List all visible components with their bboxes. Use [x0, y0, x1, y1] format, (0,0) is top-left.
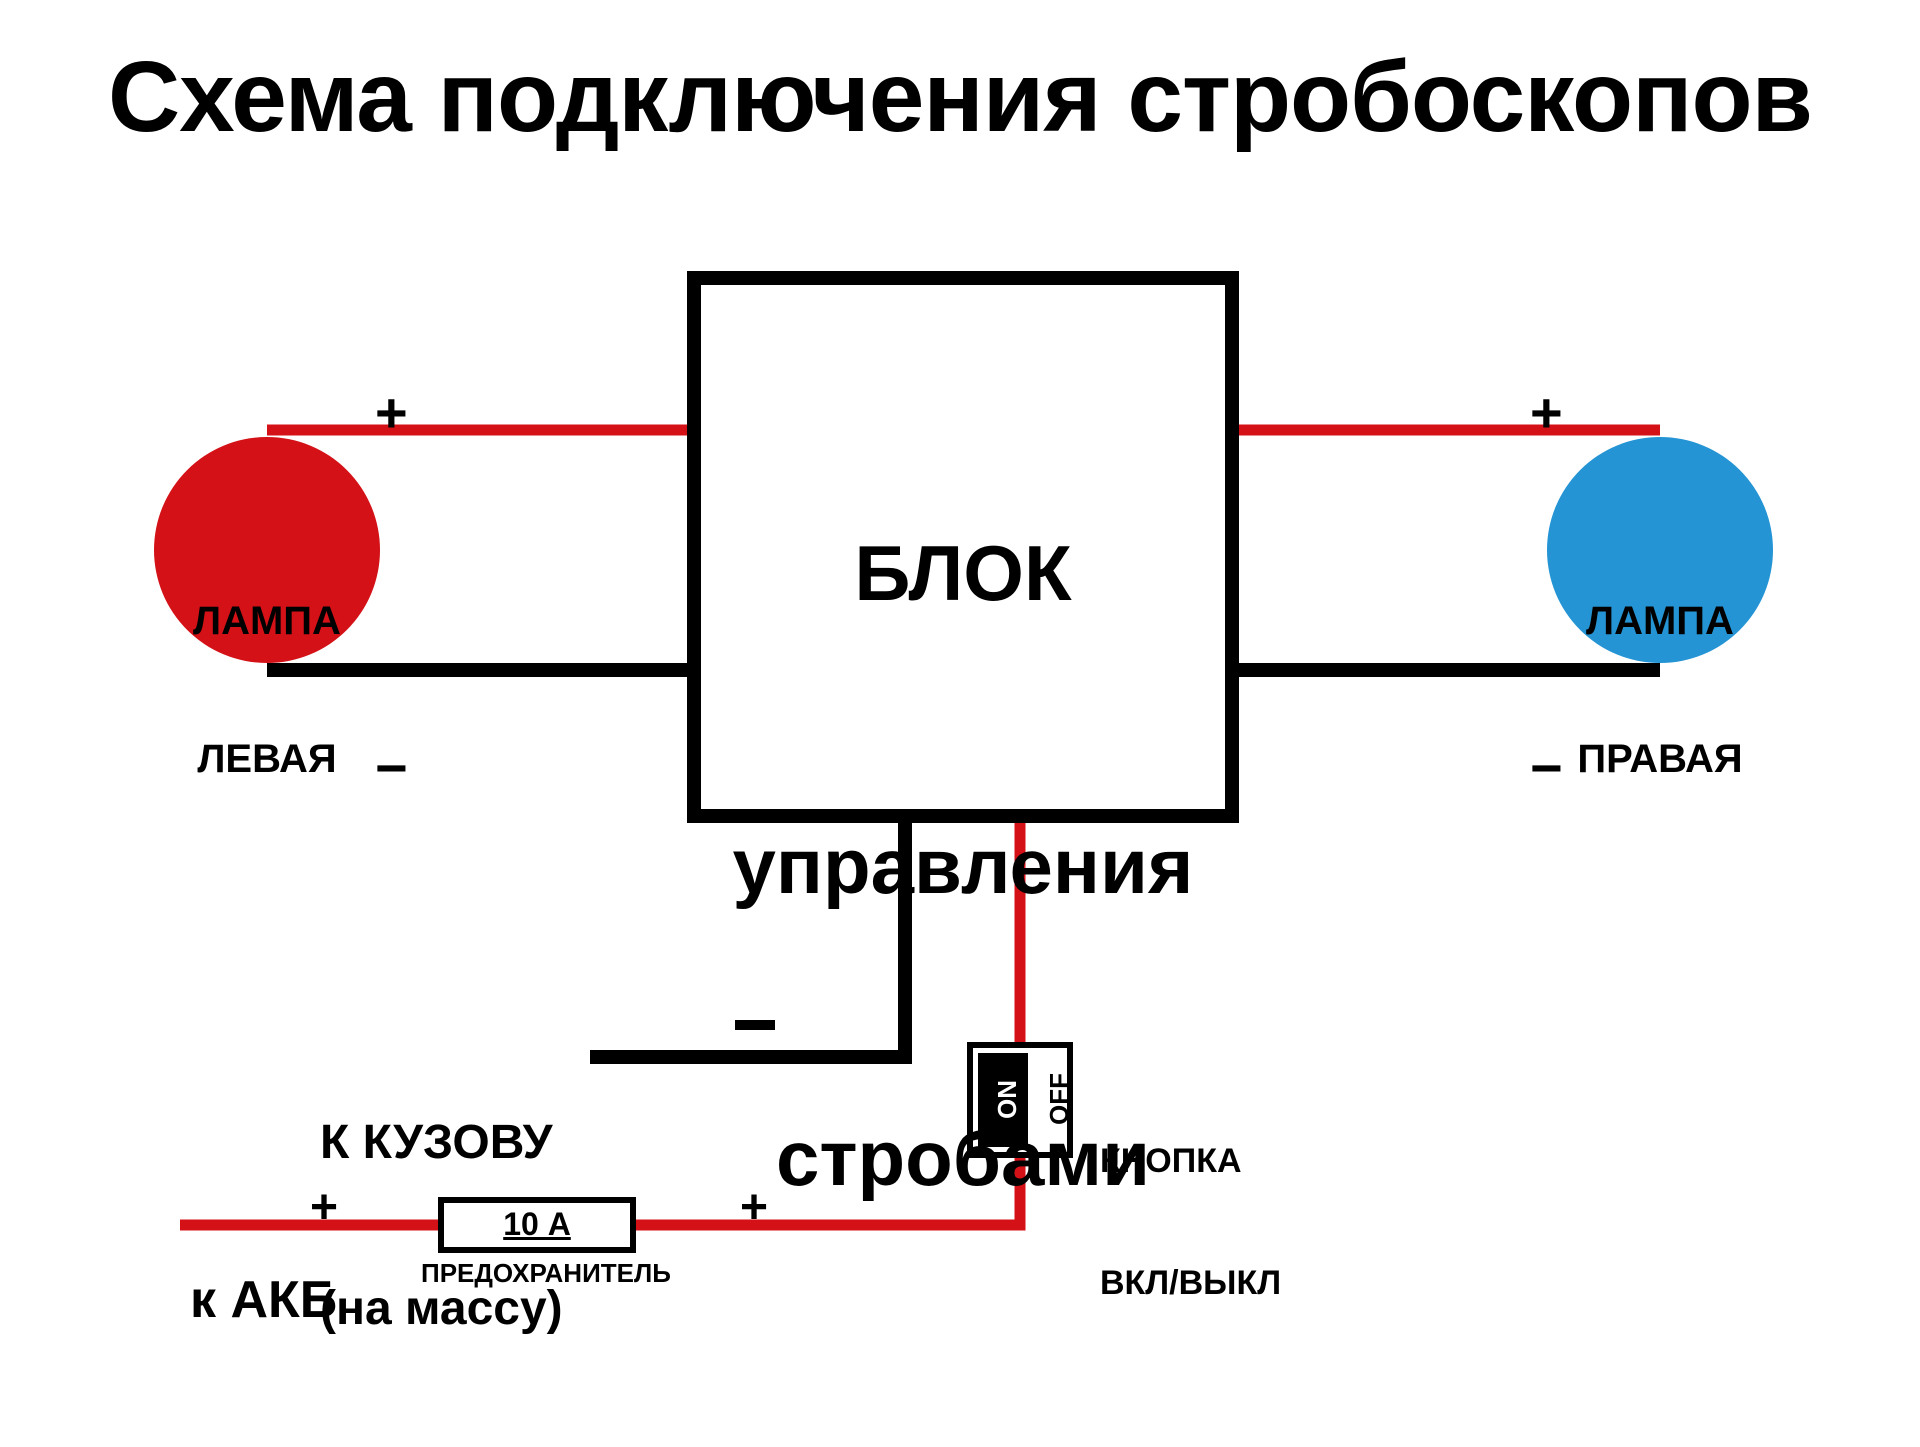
fuse-value: 10 А [441, 1206, 633, 1243]
minus-right: − [1530, 735, 1563, 800]
body-label-line2: (на массу) [320, 1281, 563, 1336]
control-box-line1: БЛОК [694, 525, 1232, 623]
minus-left: − [375, 735, 408, 800]
switch-on: ON [992, 1080, 1023, 1119]
lamp-left-label: ЛАМПА ЛЕВАЯ [154, 506, 380, 874]
control-box-line2: управления [694, 818, 1232, 916]
lamp-left-line2: ЛЕВАЯ [154, 736, 380, 782]
switch-off: OFF [1044, 1073, 1075, 1125]
plus-left: + [375, 380, 408, 445]
lamp-left-line1: ЛАМПА [154, 598, 380, 644]
fuse-caption: ПРЕДОХРАНИТЕЛЬ [421, 1258, 653, 1289]
switch-caption-line2: ВКЛ/ВЫКЛ [1100, 1263, 1281, 1304]
body-label-line1: К КУЗОВУ [320, 1115, 563, 1170]
lamp-right-label: ЛАМПА ПРАВАЯ [1547, 506, 1773, 874]
lamp-right-line1: ЛАМПА [1547, 598, 1773, 644]
akb-label: к АКБ [190, 1270, 337, 1330]
plus-right: + [1530, 380, 1563, 445]
lamp-right-line2: ПРАВАЯ [1547, 736, 1773, 782]
plus-fuse-r: + [740, 1180, 768, 1235]
wiring-diagram: Схема подключения стробоскопов БЛОК упра… [0, 0, 1920, 1352]
switch-caption-line1: КНОПКА [1100, 1141, 1281, 1182]
switch-caption: КНОПКА ВКЛ/ВЫКЛ [1100, 1059, 1281, 1385]
